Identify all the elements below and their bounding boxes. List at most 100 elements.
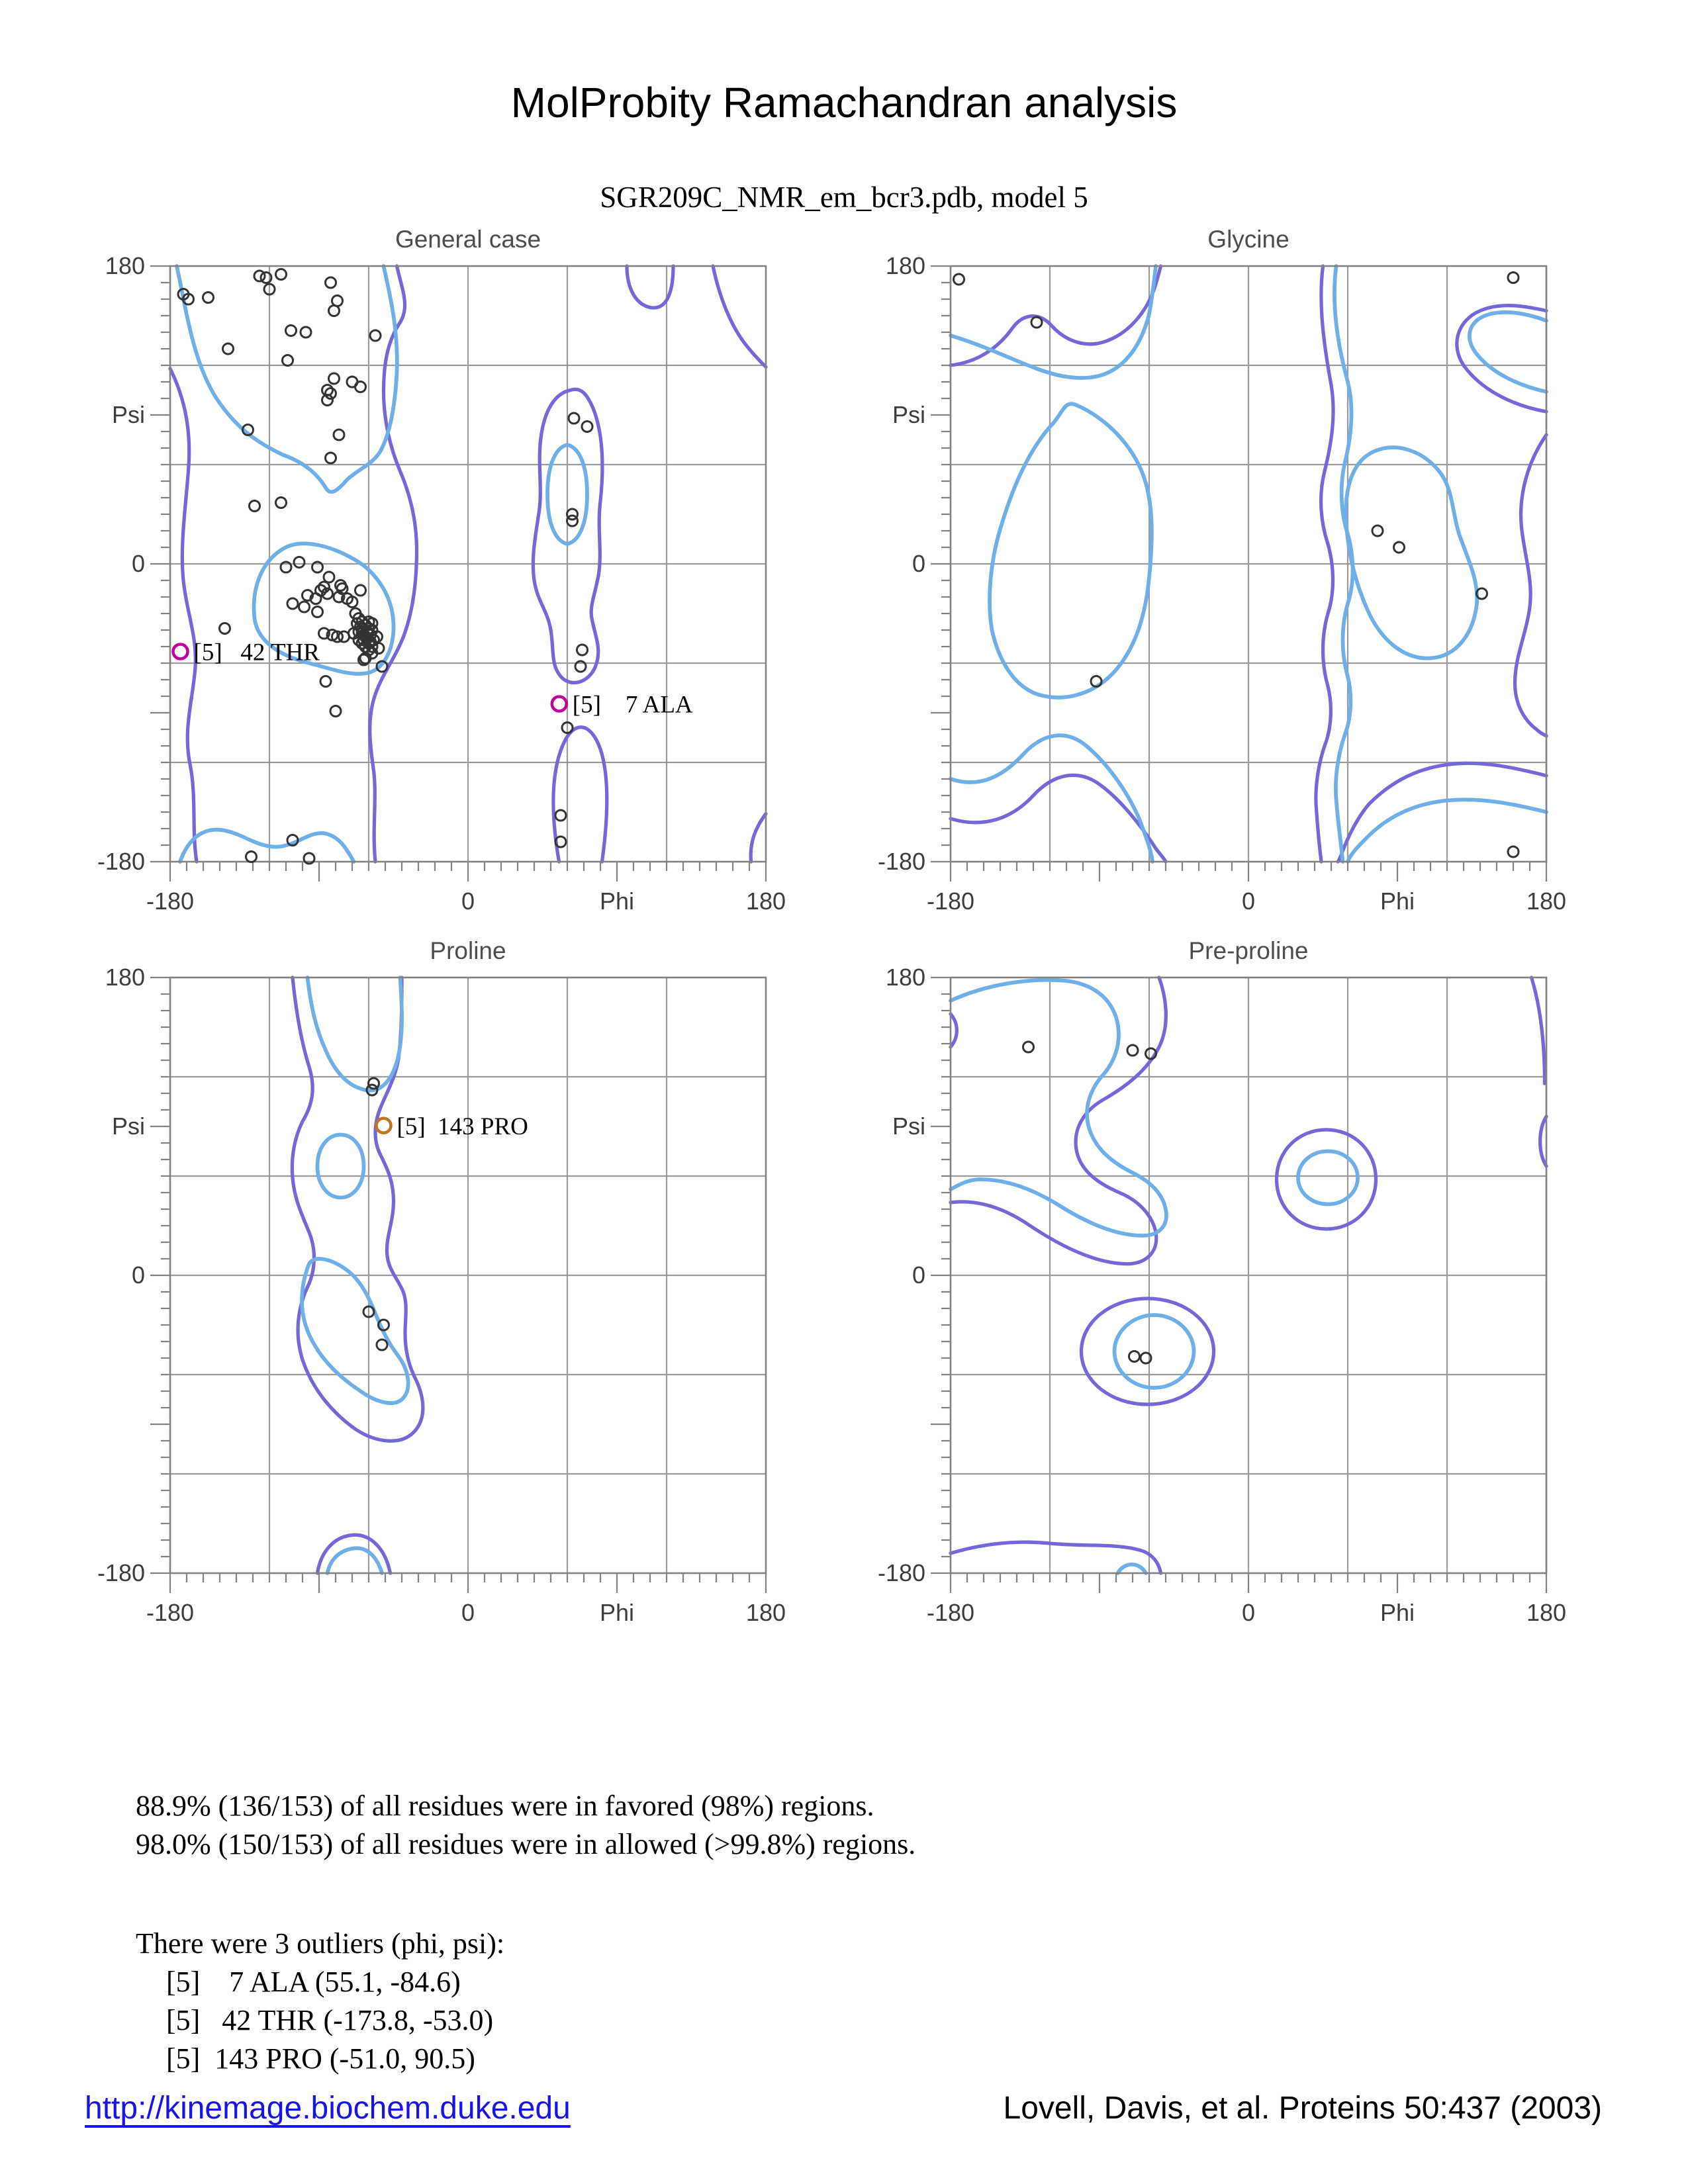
x-axis-label-left: -180 [146,1599,194,1626]
residue-point [311,606,324,618]
allowed-contour [711,264,768,369]
x-axis-label-right: 180 [746,1599,786,1626]
axis-ticks [150,976,767,1593]
residue-point [355,627,369,640]
residue-point [1139,1351,1152,1365]
residue-point [298,600,310,614]
allowed-contour [625,264,675,310]
y-axis-title: Psi [112,1113,145,1140]
contours [949,976,1548,1575]
residue-point [1476,587,1488,600]
residue-point [1030,316,1043,329]
residue-point [263,283,276,296]
x-axis-title: Phi [600,1599,634,1626]
residue-point [566,508,579,521]
model-subtitle: SGR209C_NMR_em_bcr3.pdb, model 5 [600,181,1088,214]
outlier-header: There were 3 outliers (phi, psi): [136,1927,505,1960]
kinemage-link[interactable]: http://kinemage.biochem.duke.edu [85,2091,571,2126]
residue-point [202,291,214,304]
residue-point [362,1305,375,1318]
x-axis-label-right: 180 [1526,887,1566,915]
allowed-contour [315,1533,393,1575]
residue-point [318,580,330,594]
x-axis-label-zero: 0 [1242,1599,1255,1626]
residue-point [329,705,342,717]
residue-point [309,592,322,605]
residue-point [285,324,297,337]
x-axis-label-left: -180 [146,887,194,915]
x-axis-title: Phi [1380,887,1415,915]
x-axis-label-right: 180 [1526,1599,1566,1626]
y-axis-title: Psi [892,1113,925,1140]
residue-point [566,514,579,527]
citation-text: Lovell, Davis, et al. Proteins 50:437 (2… [1003,2091,1603,2126]
residue-point [321,394,334,406]
y-axis-label-top: 180 [886,252,925,279]
favored-contour [1115,1563,1148,1575]
residue-point [321,587,334,600]
residue-point [328,372,340,385]
favored-contour [178,827,356,864]
outlier-marker [171,643,189,660]
x-axis-title: Phi [1380,1599,1415,1626]
plot-title: Proline [430,937,506,964]
residue-point [293,556,306,569]
residue-point [1145,1047,1157,1060]
allowed-contour [1513,433,1548,738]
favored-contour [1346,797,1548,864]
residue-point [346,596,359,608]
y-axis-label-zero: 0 [132,1261,145,1289]
residue-points [1022,1040,1157,1365]
residue-point [286,834,299,846]
x-axis-label-zero: 0 [461,887,475,915]
residue-point [1371,524,1384,537]
y-axis-label-zero: 0 [912,550,925,577]
x-axis-label-right: 180 [746,887,786,915]
favored-contour [252,541,396,676]
residue-point [1507,845,1520,858]
favored-contour [325,1546,384,1575]
residue-point [328,304,340,317]
residue-point [1128,1350,1141,1363]
residue-point [253,269,266,283]
residue-point [332,590,346,604]
residue-point [561,721,574,734]
residue-point [318,627,330,640]
residue-point [354,381,367,393]
y-axis-label-top: 180 [105,964,145,991]
contours [290,976,425,1575]
outlier-marker [550,695,568,713]
outlier-marker [375,1116,393,1134]
plot-general-case: General case 180 Psi 0 -180-180 0 Phi 180 [5] 42… [97,226,786,915]
favored-contour [300,1257,410,1405]
residue-point [365,1083,379,1097]
residue-point [303,852,316,865]
favored-contour [1468,310,1548,394]
plot-title: General case [395,226,541,253]
residue-point [279,561,293,574]
gridlines [951,978,1546,1573]
residue-point [248,500,261,512]
summary-block: 88.9% (136/153) of all residues were in … [136,1787,915,2078]
allowed-contour [1079,1297,1216,1406]
residue-point [365,640,379,653]
residue-point [275,268,287,281]
favored-contour [949,264,1158,380]
residue-point [1507,271,1520,284]
contours [949,264,1548,864]
x-axis-label-zero: 0 [1242,887,1255,915]
outlier-marker-label: [5] 42 THR [194,639,320,666]
axis-ticks [931,265,1548,882]
residue-point [1022,1040,1035,1054]
favored-contour [315,1132,366,1200]
residue-point [332,428,346,441]
plot-title: Pre-proline [1189,937,1309,964]
favored-summary: 88.9% (136/153) of all residues were in … [136,1790,874,1822]
y-axis-label-top: 180 [105,252,145,279]
allowed-contour [949,773,1168,864]
favored-contour [305,976,404,1093]
residue-point [322,570,336,584]
allowed-contour [1455,303,1548,414]
favored-contour [175,264,399,494]
